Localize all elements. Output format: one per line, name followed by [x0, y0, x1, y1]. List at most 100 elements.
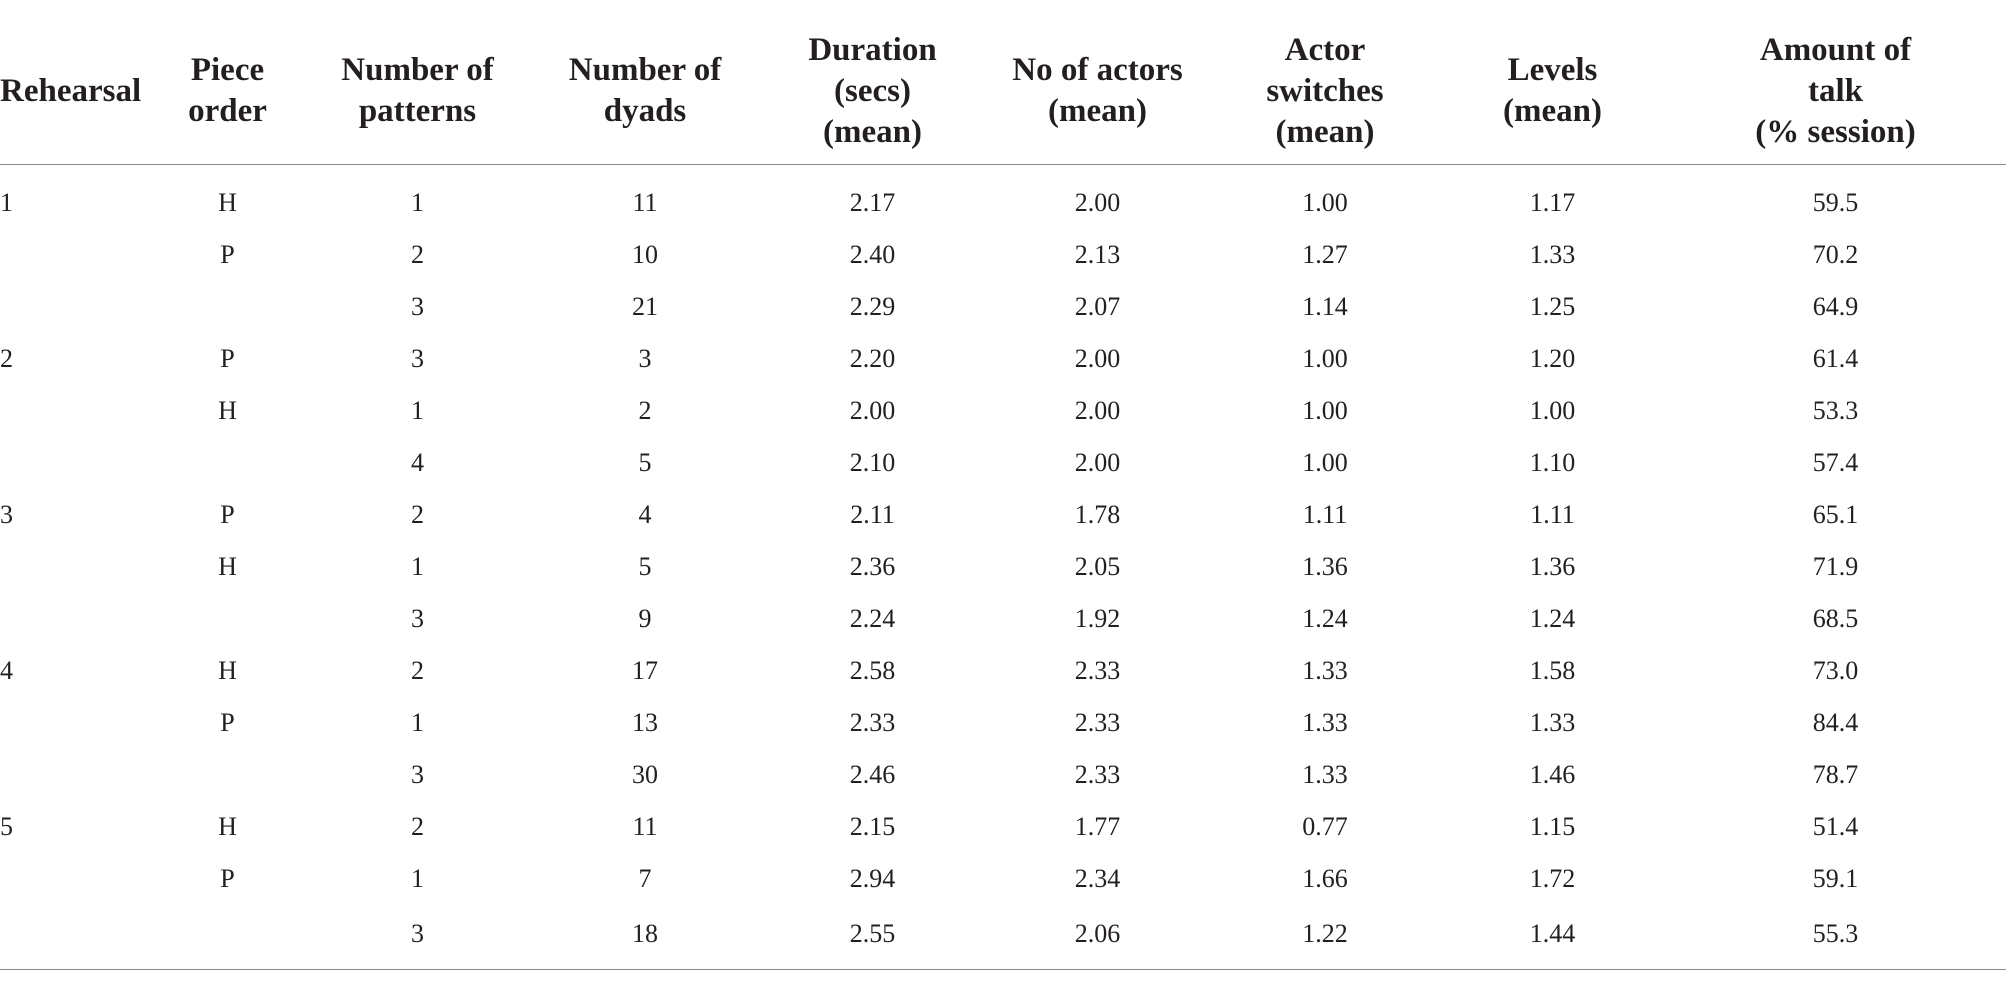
- table-cell: 17: [632, 656, 658, 685]
- table-cell: P: [220, 240, 235, 269]
- table-cell: 1.44: [1440, 905, 1665, 970]
- table-row: 4 5 2.10 2.00 1.00 1.10 57.4: [0, 437, 2006, 489]
- table-cell: [0, 385, 150, 437]
- table-cell: 2.34: [1074, 864, 1121, 893]
- table-cell: 1.10: [1529, 448, 1576, 477]
- table-cell: 2.00: [1074, 188, 1121, 217]
- table-cell: 18: [530, 905, 760, 970]
- table-cell: 9: [638, 604, 652, 633]
- table-cell: 68.5: [1812, 604, 1859, 633]
- table-cell: H: [218, 188, 237, 217]
- table-cell: 73.0: [1812, 656, 1859, 685]
- table-cell: 70.2: [1812, 240, 1859, 269]
- column-header: Rehearsal: [0, 18, 150, 165]
- table-cell: [0, 281, 150, 333]
- table-cell: 1.72: [1529, 864, 1576, 893]
- table-cell: 3: [411, 344, 424, 373]
- table-cell: 2.05: [1074, 552, 1121, 581]
- table-cell: 55.3: [1665, 905, 2006, 970]
- table-cell: [150, 905, 305, 970]
- table-cell: 2: [411, 240, 424, 269]
- column-header: Amount of talk (% session): [1665, 18, 2006, 165]
- table-cell: 2.00: [1074, 396, 1121, 425]
- table-cell: 78.7: [1812, 760, 1859, 789]
- table-cell: 2.15: [849, 812, 896, 841]
- table-cell: H: [218, 656, 237, 685]
- table-cell: 1.11: [1302, 500, 1348, 529]
- table-cell: 2.46: [849, 760, 896, 789]
- table-cell: 2.40: [849, 240, 896, 269]
- table-cell: P: [220, 708, 235, 737]
- table-cell: H: [218, 812, 237, 841]
- table-cell: 71.9: [1812, 552, 1859, 581]
- table-cell: 59.5: [1812, 188, 1859, 217]
- table-cell: [150, 593, 305, 645]
- table-cell: [0, 541, 150, 593]
- table-cell: 64.9: [1812, 292, 1859, 321]
- table-cell: H: [218, 396, 237, 425]
- table-cell: 2: [411, 500, 424, 529]
- table-cell: P: [220, 344, 235, 373]
- table-cell: P: [220, 500, 235, 529]
- column-header: Actor switches (mean): [1210, 18, 1440, 165]
- table-cell: 2.00: [1074, 448, 1121, 477]
- table-cell: 11: [632, 812, 658, 841]
- table-cell: 1.33: [1529, 708, 1576, 737]
- table-cell: 2.94: [849, 864, 896, 893]
- table-cell: 53.3: [1812, 396, 1859, 425]
- table-cell: 2.33: [1074, 708, 1121, 737]
- table-cell: [0, 437, 150, 489]
- table-cell: 51.4: [1812, 812, 1859, 841]
- table-cell: 1.27: [1302, 240, 1348, 269]
- table-cell: 3: [411, 760, 424, 789]
- table-cell: 0.77: [1302, 812, 1348, 841]
- table-cell: 1.24: [1302, 604, 1348, 633]
- table-cell: 2.07: [1074, 292, 1121, 321]
- table-cell: H: [218, 552, 237, 581]
- table-row: 5 H 2 11 2.15 1.77 0.77 1.15 51.4: [0, 801, 2006, 853]
- table-cell: 4: [638, 500, 652, 529]
- column-header: Piece order: [150, 18, 305, 165]
- table-cell: 1.33: [1302, 708, 1348, 737]
- table-row: H 1 2 2.00 2.00 1.00 1.00 53.3: [0, 385, 2006, 437]
- table-cell: 3: [305, 905, 530, 970]
- table-cell: 3: [638, 344, 652, 373]
- table-cell: 1.66: [1302, 864, 1348, 893]
- table-cell: 1.36: [1529, 552, 1576, 581]
- column-header: Number of patterns: [305, 18, 530, 165]
- table-row: 3 18 2.55 2.06 1.22 1.44 55.3: [0, 905, 2006, 970]
- table-cell: 59.1: [1812, 864, 1859, 893]
- table-cell: 1.00: [1302, 188, 1348, 217]
- table-cell: 2: [0, 344, 13, 373]
- table-cell: 1.22: [1210, 905, 1440, 970]
- table-cell: 2.20: [849, 344, 896, 373]
- table-row: 3 P 2 4 2.11 1.78 1.11 1.11 65.1: [0, 489, 2006, 541]
- table-cell: 1: [411, 396, 424, 425]
- table-cell: 1.00: [1302, 448, 1348, 477]
- table-row: 2 P 3 3 2.20 2.00 1.00 1.20 61.4: [0, 333, 2006, 385]
- table-cell: 2: [411, 812, 424, 841]
- table-cell: 2.06: [985, 905, 1210, 970]
- table-cell: 2: [411, 656, 424, 685]
- table-cell: 1.00: [1302, 344, 1348, 373]
- table-cell: 1.33: [1302, 760, 1348, 789]
- table-cell: 1: [411, 708, 424, 737]
- column-header: Levels (mean): [1440, 18, 1665, 165]
- table-cell: 2.29: [849, 292, 896, 321]
- table-cell: 2.11: [850, 500, 895, 529]
- table-cell: 1.46: [1529, 760, 1576, 789]
- table-cell: 11: [632, 188, 658, 217]
- table-cell: 4: [0, 656, 13, 685]
- header-row: Rehearsal Piece order Number of patterns Nu…: [0, 18, 2006, 165]
- table-row: H 1 5 2.36 2.05 1.36 1.36 71.9: [0, 541, 2006, 593]
- table-cell: 1.92: [1074, 604, 1121, 633]
- table-cell: 2.10: [849, 448, 896, 477]
- table-cell: 5: [638, 552, 652, 581]
- table-cell: 2: [638, 396, 652, 425]
- table-row: 3 21 2.29 2.07 1.14 1.25 64.9: [0, 281, 2006, 333]
- table-cell: 1.00: [1529, 396, 1576, 425]
- table-row: 3 9 2.24 1.92 1.24 1.24 68.5: [0, 593, 2006, 645]
- table-cell: 4: [411, 448, 424, 477]
- table-cell: 1.33: [1529, 240, 1576, 269]
